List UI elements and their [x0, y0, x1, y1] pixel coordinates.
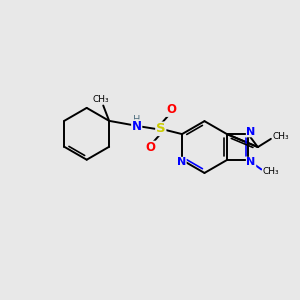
Text: CH₃: CH₃: [272, 132, 289, 141]
Text: S: S: [156, 122, 166, 135]
Text: O: O: [146, 141, 155, 154]
Text: CH₃: CH₃: [262, 167, 279, 176]
Text: N: N: [132, 120, 142, 133]
Text: O: O: [166, 103, 176, 116]
Text: N: N: [177, 158, 186, 167]
Text: CH₃: CH₃: [93, 94, 109, 103]
Text: N: N: [246, 158, 256, 167]
Text: H: H: [133, 115, 140, 125]
Text: N: N: [246, 127, 256, 137]
